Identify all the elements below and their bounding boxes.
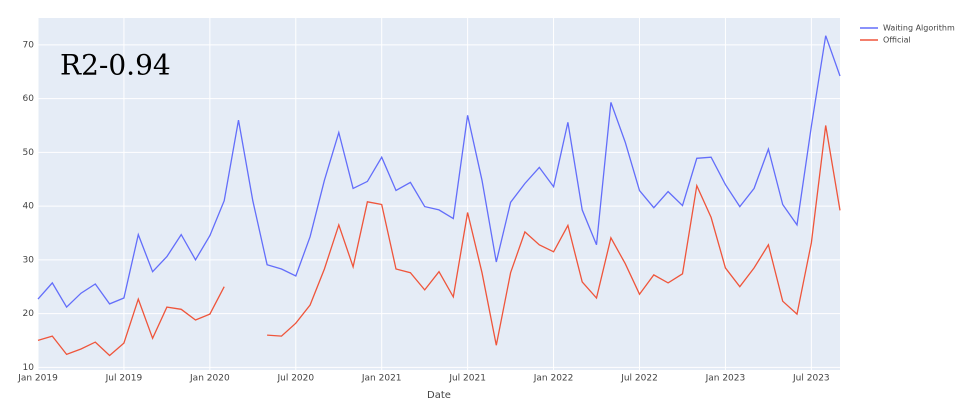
series-line (37, 125, 841, 357)
x-tick-label: Jan 2023 (705, 374, 746, 384)
x-tick-label: Jul 2022 (620, 374, 658, 384)
lines (37, 35, 841, 357)
x-tick-label: Jul 2023 (792, 374, 830, 384)
legend-label: Official (883, 36, 911, 45)
y-tick-label: 70 (23, 40, 35, 50)
y-tick-label: 30 (23, 255, 35, 265)
legend-label: Waiting Algorithm (883, 24, 955, 33)
x-tick-label: Jul 2020 (276, 374, 314, 384)
y-tick-label: 20 (23, 309, 35, 319)
y-tick-label: 60 (23, 94, 35, 104)
x-tick-label: Jan 2022 (533, 374, 574, 384)
y-tick-label: 50 (23, 148, 35, 158)
x-tick-label: Jul 2021 (448, 374, 486, 384)
x-tick-label: Jan 2019 (17, 374, 58, 384)
plot-background (38, 18, 840, 370)
x-axis-title: Date (427, 390, 451, 401)
x-tick-label: Jan 2021 (361, 374, 402, 384)
x-tick-label: Jan 2020 (189, 374, 230, 384)
series-line (37, 35, 841, 309)
y-tick-label: 10 (23, 363, 35, 373)
annotation: R2-0.94 (60, 49, 171, 82)
grid (37, 18, 840, 370)
x-tick-label: Jul 2019 (105, 374, 143, 384)
y-tick-label: 40 (23, 202, 35, 212)
